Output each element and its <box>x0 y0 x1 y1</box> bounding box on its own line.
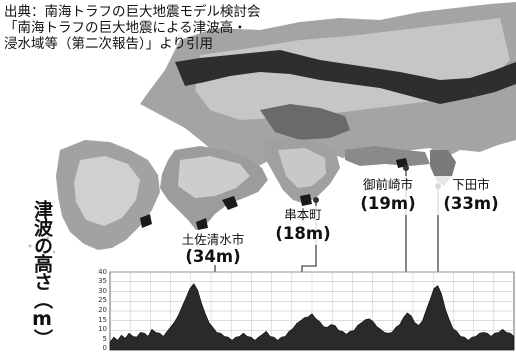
callout-city-name: 串本町 <box>262 206 344 223</box>
callout-city-name: 御前崎市 <box>348 176 428 193</box>
source-line-2: 「南海トラフの巨大地震による津波高・ <box>4 20 247 36</box>
chart-ytick-label: 10 <box>98 325 107 333</box>
chart-ytick-label: 25 <box>98 296 107 304</box>
callout-kushimoto: 串本町 (18m) <box>262 206 344 245</box>
chart-ytick-label: 30 <box>98 287 107 295</box>
tsunami-height-chart <box>109 271 515 351</box>
coast-point-omaezaki <box>403 165 409 171</box>
sea-dots <box>28 228 56 254</box>
tsunami-height-profile <box>109 283 515 351</box>
kii-inland-light <box>278 148 326 188</box>
callout-omaezaki: 御前崎市 (19m) <box>348 176 428 215</box>
callout-height-value: (34m) <box>185 247 241 266</box>
source-line-3: 浸水域等（第二次報告）」より引用 <box>4 36 213 52</box>
callout-shimoda: 下田市 (33m) <box>434 176 508 215</box>
chart-ytick-label: 5 <box>102 335 107 343</box>
callout-tosashimizu: 土佐清水市 (34m) <box>150 232 276 267</box>
callout-city-name: 下田市 <box>434 176 508 193</box>
chart-ytick-label: 15 <box>98 316 107 324</box>
coast-point-kushimoto <box>313 197 319 203</box>
chart-y-axis-label: 津波の高さ（m） <box>31 200 53 347</box>
kyushu-inland-light <box>74 156 140 226</box>
source-line-1: 出典：南海トラフの巨大地震モデル検討会 <box>4 4 261 20</box>
callout-height-value: (19m) <box>348 193 428 215</box>
callout-city-name: 土佐清水市 <box>181 232 245 247</box>
source-citation: 出典：南海トラフの巨大地震モデル検討会 「南海トラフの巨大地震による津波高・ 浸… <box>4 4 304 52</box>
shikoku-inland-light <box>178 156 250 198</box>
chart-ytick-label: 20 <box>98 306 107 314</box>
tokai-coast <box>345 146 430 166</box>
callout-height-value: (18m) <box>262 223 344 245</box>
honshu-dark-band <box>175 50 516 104</box>
chart-ytick-label: 0 <box>102 344 107 352</box>
chart-ytick-label: 35 <box>98 277 107 285</box>
chart-ytick-label: 40 <box>98 268 107 276</box>
callout-height-value: (33m) <box>434 193 508 215</box>
kii-dark-patches <box>260 104 350 140</box>
